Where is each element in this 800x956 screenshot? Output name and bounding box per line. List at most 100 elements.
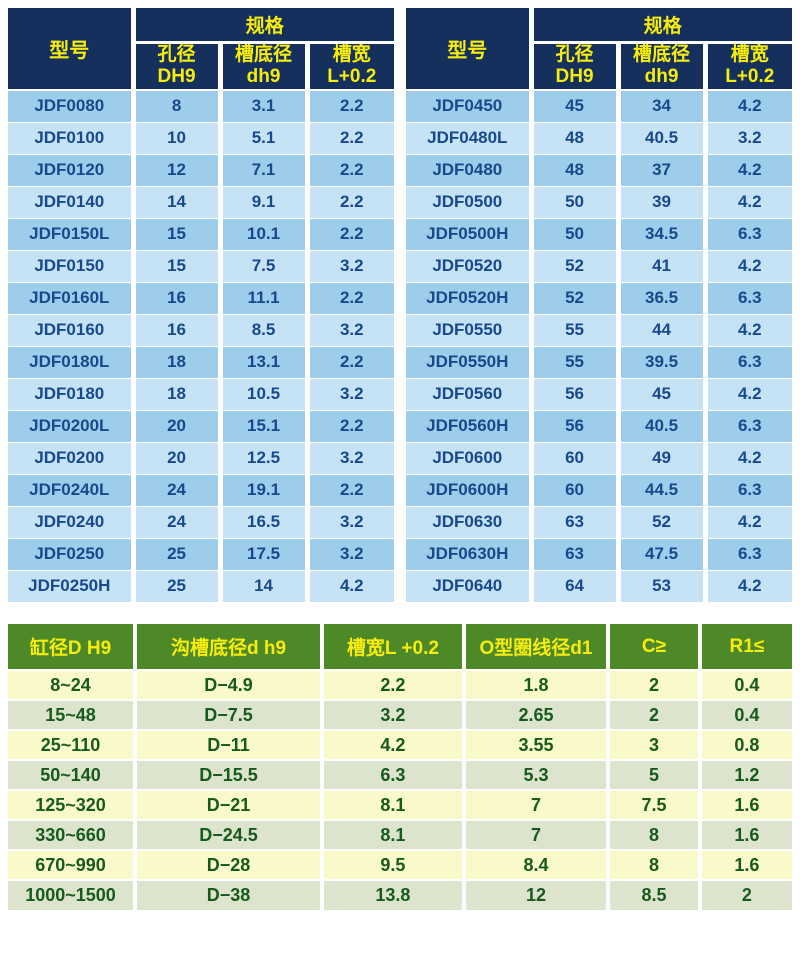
table-cell: JDF0150L — [8, 217, 134, 250]
table-cell: 6.3 — [702, 409, 792, 442]
table-cell: 15 — [130, 217, 221, 250]
table-cell: 10.5 — [217, 377, 308, 410]
table-cell: 24 — [130, 505, 221, 538]
r1-max-header: R1≤ — [697, 624, 792, 671]
table-cell: 48 — [528, 121, 619, 154]
table-cell: 15 — [130, 249, 221, 282]
table-row: 15~48 D−7.5 3.2 2.65 2 0.4 — [8, 699, 792, 730]
table-cell: 4.2 — [702, 313, 792, 346]
table-cell: 16.5 — [217, 505, 308, 538]
table-cell: 2.2 — [304, 281, 394, 314]
table-cell: 6.3 — [702, 473, 792, 506]
model-column-header: 型号 — [8, 8, 136, 91]
table-cell: 56 — [528, 377, 619, 410]
groove-table-body: 8~24 D−4.9 2.2 1.8 2 0.4 15~48 D−7.5 3.2 2.65 2 0.4… — [8, 669, 792, 910]
table-cell: JDF0450 — [406, 89, 532, 122]
table-row: 125~320 D−21 8.1 7 7.5 1.6 — [8, 789, 792, 820]
table-cell: 3.2 — [304, 505, 394, 538]
table-cell: 40.5 — [615, 121, 706, 154]
table-row: JDF0560 56 45 4.2 — [406, 377, 792, 410]
table-row: JDF0240 24 16.5 3.2 — [8, 505, 394, 538]
table-cell: D−24.5 — [133, 819, 322, 850]
table-row: JDF0160L 16 11.1 2.2 — [8, 281, 394, 314]
table-cell: 1.2 — [697, 759, 792, 790]
table-cell: JDF0630 — [406, 505, 532, 538]
table-cell: 25 — [130, 569, 221, 602]
table-cell: JDF0250H — [8, 569, 134, 602]
table-cell: JDF0550 — [406, 313, 532, 346]
table-row: 1000~1500 D−38 13.8 12 8.5 2 — [8, 879, 792, 910]
groove-width-header: 槽宽 L+0.2 — [702, 42, 792, 91]
table-cell: 2.2 — [304, 217, 394, 250]
table-row: JDF0180L 18 13.1 2.2 — [8, 345, 394, 378]
table-cell: 48 — [528, 153, 619, 186]
table-cell: 39.5 — [615, 345, 706, 378]
table-cell: 3.2 — [304, 441, 394, 474]
table-cell: 20 — [130, 409, 221, 442]
table-cell: 53 — [615, 569, 706, 602]
bore-diameter-header: 孔径 DH9 — [531, 42, 619, 91]
table-cell: 52 — [528, 249, 619, 282]
table-cell: 63 — [528, 537, 619, 570]
cylinder-groove-dimension-table: 缸径D H9 沟槽底径d h9 槽宽L +0.2 O型圈线径d1 C≥ R1≤ … — [8, 624, 792, 910]
table-cell: 4.2 — [702, 569, 792, 602]
table-cell: 3.55 — [461, 729, 609, 760]
table-cell: JDF0200 — [8, 441, 134, 474]
table-cell: 6.3 — [702, 281, 792, 314]
o-ring-cross-section-header: O型圈线径d1 — [461, 624, 609, 671]
table-cell: 4.2 — [702, 249, 792, 282]
table-cell: 4.2 — [702, 377, 792, 410]
table-cell: 6.3 — [702, 537, 792, 570]
table-cell: 12 — [461, 879, 609, 910]
spec-group-header: 规格 — [531, 8, 792, 44]
table-cell: 0.8 — [697, 729, 792, 760]
table-cell: 20 — [130, 441, 221, 474]
table-cell: JDF0550H — [406, 345, 532, 378]
table-cell: JDF0240 — [8, 505, 134, 538]
table-cell: 7.1 — [217, 153, 308, 186]
bore-diameter-header: 孔径 DH9 — [133, 42, 221, 91]
table-cell: 25 — [130, 537, 221, 570]
table-cell: 4.2 — [304, 569, 394, 602]
table-cell: 1.6 — [697, 849, 792, 880]
table-cell: D−11 — [133, 729, 322, 760]
table-cell: 2.2 — [304, 185, 394, 218]
table-cell: 34 — [615, 89, 706, 122]
table-cell: 34.5 — [615, 217, 706, 250]
table-cell: 19.1 — [217, 473, 308, 506]
table-cell: 40.5 — [615, 409, 706, 442]
table-cell: 1.6 — [697, 789, 792, 820]
table-cell: 13.1 — [217, 345, 308, 378]
table-cell: 39 — [615, 185, 706, 218]
table-cell: 3.2 — [304, 377, 394, 410]
table-cell: 44 — [615, 313, 706, 346]
table-cell: 3.1 — [217, 89, 308, 122]
table-cell: 60 — [528, 473, 619, 506]
table-cell: JDF0600H — [406, 473, 532, 506]
table-cell: 5.3 — [461, 759, 609, 790]
table-row: JDF0180 18 10.5 3.2 — [8, 377, 394, 410]
table-cell: 41 — [615, 249, 706, 282]
table-cell: 60 — [528, 441, 619, 474]
table-cell: 45 — [528, 89, 619, 122]
table-cell: JDF0520 — [406, 249, 532, 282]
table-cell: 4.2 — [702, 89, 792, 122]
table-row: 670~990 D−28 9.5 8.4 8 1.6 — [8, 849, 792, 880]
table-cell: 8 — [606, 819, 700, 850]
table-cell: 5 — [606, 759, 700, 790]
table-cell: 12 — [130, 153, 221, 186]
table-row: JDF0160 16 8.5 3.2 — [8, 313, 394, 346]
table-cell: 37 — [615, 153, 706, 186]
table-cell: 670~990 — [8, 849, 135, 880]
table-row: JDF0450 45 34 4.2 — [406, 89, 792, 122]
table-cell: JDF0480 — [406, 153, 532, 186]
table-row: JDF0100 10 5.1 2.2 — [8, 121, 394, 154]
table-cell: 45 — [615, 377, 706, 410]
table-cell: 36.5 — [615, 281, 706, 314]
table-cell: 4.2 — [702, 505, 792, 538]
table-row: JDF0520 52 41 4.2 — [406, 249, 792, 282]
table-cell: JDF0250 — [8, 537, 134, 570]
table-cell: JDF0180 — [8, 377, 134, 410]
table-row: JDF0120 12 7.1 2.2 — [8, 153, 394, 186]
table-cell: 56 — [528, 409, 619, 442]
